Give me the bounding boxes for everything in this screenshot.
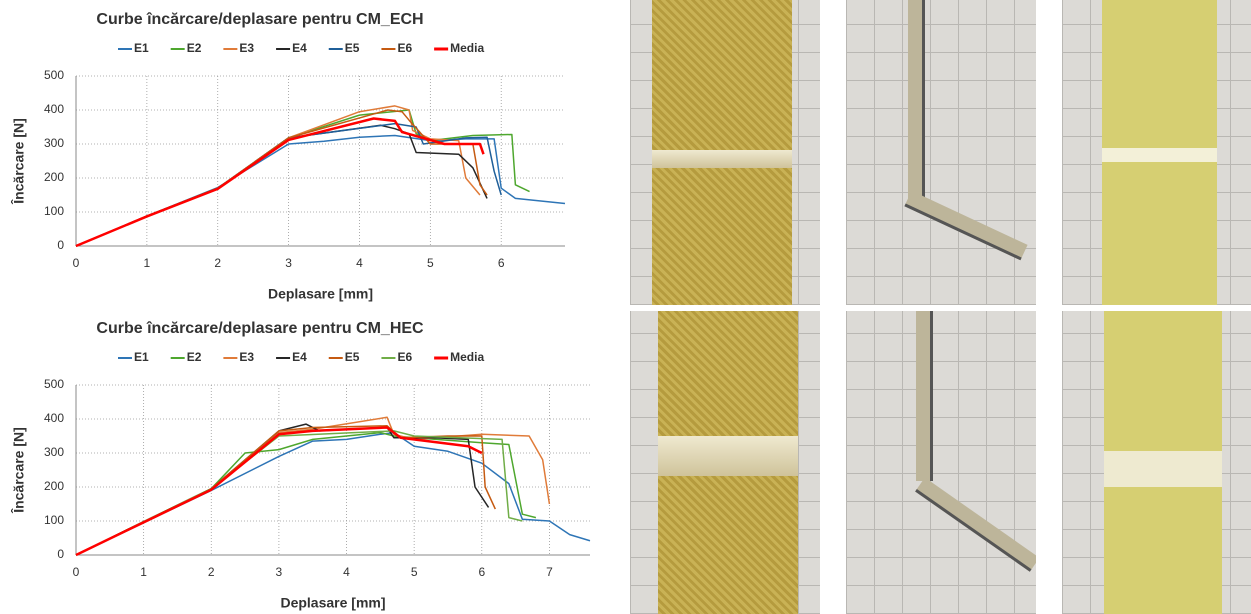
chart-title: Curbe încărcare/deplasare pentru CM_ECH bbox=[96, 11, 423, 28]
y-tick-label: 200 bbox=[44, 170, 64, 184]
x-tick-label: 3 bbox=[276, 565, 283, 579]
x-tick-label: 0 bbox=[73, 565, 80, 579]
x-tick-label: 1 bbox=[140, 565, 147, 579]
x-tick-label: 6 bbox=[498, 256, 505, 270]
x-tick-label: 2 bbox=[214, 256, 221, 270]
y-tick-label: 100 bbox=[44, 204, 64, 218]
specimen-edge bbox=[904, 190, 1028, 261]
y-tick-label: 300 bbox=[44, 136, 64, 150]
x-tick-label: 5 bbox=[411, 565, 418, 579]
y-tick-label: 500 bbox=[44, 377, 64, 391]
x-tick-label: 6 bbox=[478, 565, 485, 579]
y-tick-label: 500 bbox=[44, 68, 64, 82]
legend-label: E3 bbox=[239, 41, 254, 55]
legend-label: E4 bbox=[292, 350, 307, 364]
y-tick-label: 400 bbox=[44, 411, 64, 425]
legend-label: E5 bbox=[345, 350, 360, 364]
specimen-edge bbox=[908, 0, 925, 200]
y-tick-label: 0 bbox=[57, 547, 64, 561]
x-tick-label: 4 bbox=[343, 565, 350, 579]
legend-label: E1 bbox=[134, 41, 149, 55]
legend-label: E1 bbox=[134, 350, 149, 364]
series-line bbox=[75, 117, 485, 248]
y-tick-label: 0 bbox=[57, 238, 64, 252]
photo bbox=[846, 0, 1036, 305]
series-line bbox=[75, 109, 488, 247]
legend-label: E5 bbox=[345, 41, 360, 55]
charts: Curbe încărcare/deplasare pentru CM_ECH E… bbox=[10, 11, 591, 611]
y-tick-label: 100 bbox=[44, 513, 64, 527]
legend-label: E2 bbox=[187, 350, 202, 364]
legend-label: Media bbox=[450, 41, 484, 55]
x-tick-label: 4 bbox=[356, 256, 363, 270]
series-line bbox=[75, 109, 530, 247]
x-tick-label: 5 bbox=[427, 256, 434, 270]
x-axis-label: Deplasare [mm] bbox=[268, 286, 373, 302]
chart-title: Curbe încărcare/deplasare pentru CM_HEC bbox=[96, 320, 424, 337]
x-tick-label: 3 bbox=[285, 256, 292, 270]
specimen-edge bbox=[916, 311, 933, 481]
y-tick-label: 300 bbox=[44, 445, 64, 459]
legend-label: E2 bbox=[187, 41, 202, 55]
legend-label: E6 bbox=[397, 350, 412, 364]
y-tick-label: 200 bbox=[44, 479, 64, 493]
photo bbox=[846, 311, 1036, 614]
series-line bbox=[75, 431, 591, 556]
y-axis-label: Încărcare [N] bbox=[10, 118, 27, 205]
legend-label: E4 bbox=[292, 41, 307, 55]
legend-label: Media bbox=[450, 350, 484, 364]
series-line bbox=[75, 430, 523, 556]
photo bbox=[630, 0, 820, 305]
y-tick-label: 400 bbox=[44, 102, 64, 116]
x-tick-label: 1 bbox=[144, 256, 151, 270]
series-line bbox=[75, 423, 490, 556]
legend-label: E3 bbox=[239, 350, 254, 364]
x-tick-label: 0 bbox=[73, 256, 80, 270]
x-tick-label: 7 bbox=[546, 565, 553, 579]
x-axis-label: Deplasare [mm] bbox=[280, 595, 385, 611]
legend-label: E6 bbox=[397, 41, 412, 55]
photo bbox=[630, 311, 820, 614]
series-line bbox=[75, 425, 496, 556]
y-axis-label: Încărcare [N] bbox=[10, 427, 27, 514]
specimen-edge bbox=[915, 477, 1036, 572]
photo bbox=[1062, 311, 1251, 614]
x-tick-label: 2 bbox=[208, 565, 215, 579]
series-line bbox=[75, 105, 481, 247]
series-line bbox=[75, 134, 566, 247]
series-line bbox=[75, 426, 483, 557]
photo bbox=[1062, 0, 1251, 305]
series-line bbox=[75, 431, 537, 556]
